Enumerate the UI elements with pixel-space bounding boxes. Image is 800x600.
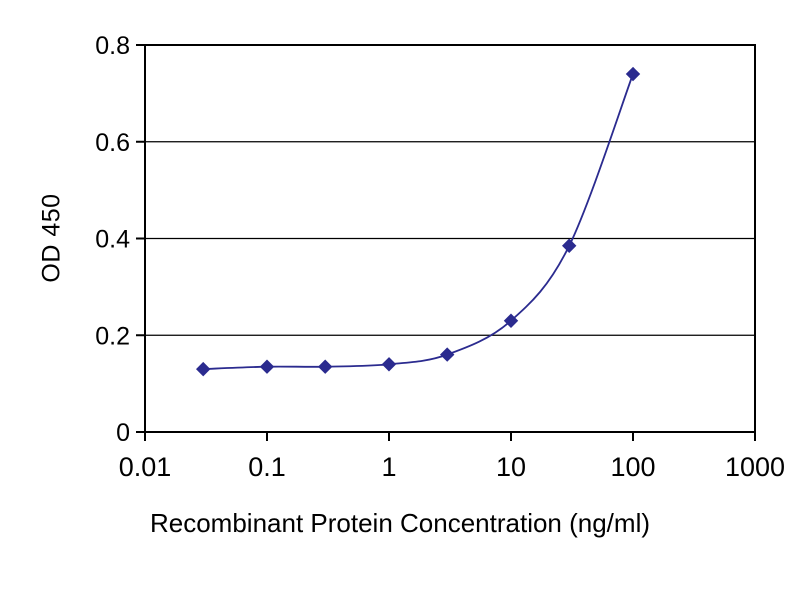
data-point-marker <box>318 359 333 374</box>
x-tick-label: 0.1 <box>248 452 286 482</box>
y-tick-label: 0.2 <box>95 322 130 350</box>
y-tick-label: 0.4 <box>95 226 130 254</box>
y-tick-label: 0.6 <box>95 129 130 157</box>
y-tick-label: 0 <box>116 419 130 447</box>
data-point-marker <box>196 361 211 377</box>
data-line <box>203 73 634 370</box>
y-tick-label: 0.8 <box>95 32 130 60</box>
data-point-marker <box>625 66 641 82</box>
data-point-marker <box>440 347 455 362</box>
x-axis-title: Recombinant Protein Concentration (ng/ml… <box>149 508 651 538</box>
x-tick-label: 1000 <box>725 452 785 482</box>
x-tick-label: 1 <box>381 452 396 482</box>
data-point-marker <box>381 357 397 372</box>
x-tick-label: 100 <box>610 452 655 482</box>
data-point-marker <box>562 238 577 253</box>
y-axis-title: OD 450 <box>37 193 66 283</box>
x-tick-label: 10 <box>496 452 526 482</box>
data-point-marker <box>503 313 519 328</box>
x-tick-label: 0.01 <box>119 452 172 482</box>
data-point-marker <box>259 359 275 374</box>
